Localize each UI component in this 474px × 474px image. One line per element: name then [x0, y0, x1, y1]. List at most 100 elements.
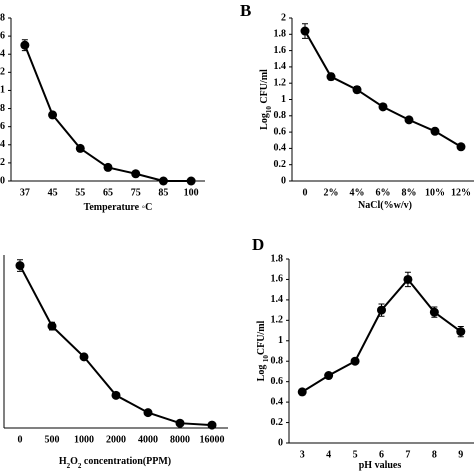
x-tick-label: 8 — [432, 449, 437, 460]
data-point — [326, 72, 336, 82]
data-point — [324, 371, 334, 381]
y-tick-label: 1.4 — [271, 294, 284, 305]
data-point — [158, 176, 168, 186]
x-tick-label: 65 — [103, 187, 113, 198]
y-axis-label-part: Log — [259, 113, 270, 130]
y-tick-label: 0.6 — [0, 121, 5, 132]
data-point — [404, 115, 414, 125]
y-tick-label: 1.8 — [0, 12, 5, 23]
x-axis-label-part: H — [59, 456, 67, 467]
data-point — [186, 176, 196, 186]
x-tick-label: 1000 — [74, 434, 94, 445]
x-tick-label: 2% — [324, 187, 339, 198]
y-tick-label: 0.8 — [271, 356, 284, 367]
y-tick-label: 0 — [278, 437, 283, 448]
data-point — [430, 126, 440, 136]
y-tick-label: 0 — [0, 175, 5, 186]
x-tick-label: 10% — [425, 187, 445, 198]
x-tick-label: 8% — [402, 187, 417, 198]
y-tick-label: 1.4 — [274, 61, 287, 72]
x-tick-label: 100 — [184, 187, 199, 198]
x-tick-label: 6% — [376, 187, 391, 198]
data-point — [377, 305, 386, 315]
x-tick-label: 55 — [75, 187, 85, 198]
x-tick-label: 4% — [350, 187, 365, 198]
data-point — [20, 40, 30, 50]
data-point — [175, 418, 185, 428]
data-point — [378, 102, 388, 112]
data-point — [403, 274, 413, 284]
x-axis-label-part: Temperature ◦C — [84, 202, 153, 213]
x-tick-label: 500 — [45, 434, 60, 445]
panel-letter: D — [252, 235, 264, 254]
x-axis-label: pH values — [359, 460, 402, 471]
x-tick-label: 2000 — [106, 434, 126, 445]
data-point — [207, 420, 217, 430]
y-tick-label: 0.4 — [0, 139, 5, 150]
y-tick-label: 1 — [281, 94, 286, 105]
y-axis-label-part: CFU/ml — [259, 69, 270, 106]
x-axis-label: NaCl(%w/v) — [358, 200, 412, 211]
y-tick-label: 0.8 — [274, 110, 287, 121]
y-tick-label: 1.2 — [274, 77, 287, 88]
data-point — [131, 169, 141, 179]
y-tick-label: 0.6 — [274, 126, 287, 137]
x-tick-label: 5 — [353, 449, 358, 460]
x-tick-label: 7 — [405, 449, 410, 460]
x-tick-label: 4 — [326, 449, 331, 460]
y-tick-label: 1.2 — [0, 67, 5, 78]
y-tick-label: 1.6 — [274, 45, 287, 56]
x-axis-label: H2O2 concentration(PPM) — [59, 456, 171, 469]
x-tick-label: 16000 — [200, 434, 225, 445]
y-tick-label: 0.8 — [0, 103, 5, 114]
data-point — [352, 85, 362, 95]
data-point — [103, 162, 113, 172]
y-axis-label-part: Log — [256, 362, 267, 381]
data-point — [300, 26, 310, 36]
y-axis-label-part: CFU/ml — [256, 320, 267, 355]
data-point — [48, 110, 58, 120]
data-point — [456, 327, 466, 337]
y-tick-label: 1.6 — [271, 274, 284, 285]
x-tick-label: 6 — [379, 449, 384, 460]
x-axis-label-part: 2 — [78, 462, 82, 470]
y-tick-label: 1.8 — [274, 29, 287, 40]
data-point — [429, 307, 439, 317]
x-tick-label: 37 — [20, 187, 30, 198]
y-tick-label: 1.6 — [0, 30, 5, 41]
x-axis-label-part: 2 — [67, 462, 71, 470]
y-tick-label: 1.4 — [0, 49, 5, 60]
x-axis-label-part: NaCl(%w/v) — [358, 200, 412, 211]
y-axis-label: Log 10CFU/ml — [256, 320, 269, 381]
x-tick-label: 3 — [300, 449, 305, 460]
y-tick-label: 1 — [0, 85, 5, 96]
y-axis-label-part: 10 — [262, 355, 270, 363]
y-tick-label: 0.4 — [274, 143, 287, 154]
x-axis-label-part: concentration(PPM) — [81, 456, 171, 467]
x-tick-label: 8000 — [170, 434, 190, 445]
y-tick-label: 1.8 — [271, 253, 284, 264]
y-tick-label: 0.2 — [274, 159, 287, 170]
data-point — [15, 261, 25, 271]
data-point — [143, 408, 153, 418]
data-point — [350, 356, 360, 366]
y-tick-label: 1.2 — [271, 315, 284, 326]
x-tick-label: 0 — [18, 434, 23, 445]
data-point — [75, 143, 85, 153]
x-tick-label: 12% — [451, 187, 471, 198]
y-tick-label: 1 — [278, 335, 283, 346]
data-point — [456, 142, 466, 152]
y-axis-label: Log10 CFU/ml — [259, 69, 272, 130]
y-tick-label: 0.4 — [271, 396, 284, 407]
y-tick-label: 0.6 — [271, 376, 284, 387]
y-axis-label-part: 10 — [265, 106, 273, 114]
x-tick-label: 0 — [303, 187, 308, 198]
x-axis-label-part: pH values — [359, 460, 402, 471]
y-tick-label: 0.2 — [0, 157, 5, 168]
x-axis-label: Temperature ◦C — [84, 202, 153, 213]
y-tick-label: 2 — [281, 12, 286, 23]
data-point — [111, 390, 121, 400]
y-tick-label: 0 — [281, 175, 286, 186]
panel-letter: B — [240, 1, 251, 20]
